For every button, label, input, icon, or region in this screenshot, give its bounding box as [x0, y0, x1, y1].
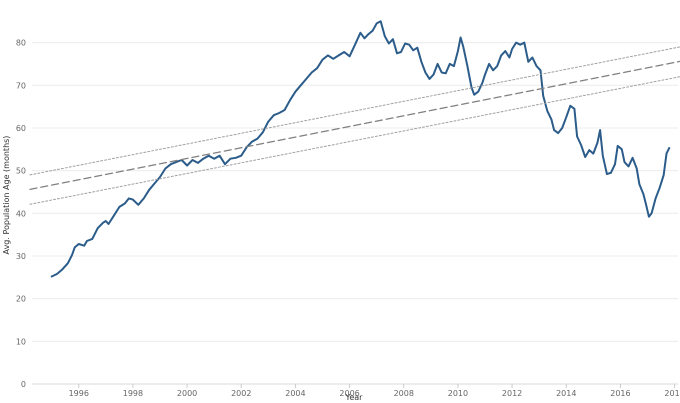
- series-group: [29, 20, 680, 278]
- data-series-line: [50, 20, 671, 278]
- x-tick-label: 2010: [448, 389, 468, 398]
- gridlines: [32, 42, 678, 385]
- confidence-band-line: [29, 76, 680, 205]
- y-tick-label: 30: [16, 252, 26, 261]
- x-axis-title: Year: [345, 393, 364, 402]
- x-tick-label: 1998: [123, 389, 143, 398]
- y-tick-label: 60: [16, 124, 26, 133]
- y-tick-label: 0: [21, 380, 26, 389]
- x-tick-label: 2016: [610, 389, 630, 398]
- x-axis-ticks: 1996 1998 2000 2002 2004 2006 2008 2010 2012 2014…: [69, 384, 680, 398]
- confidence-band-line: [29, 46, 680, 176]
- y-axis-title: Avg. Population Age (months): [2, 136, 11, 255]
- x-tick-label: 2006: [339, 389, 359, 398]
- x-tick-label: 2000: [177, 389, 197, 398]
- x-tick-label: 2012: [502, 389, 522, 398]
- trend-line: [29, 60, 680, 191]
- x-tick-label: 2018: [664, 389, 680, 398]
- x-tick-label: 2014: [556, 389, 576, 398]
- y-tick-label: 10: [16, 337, 26, 346]
- x-tick-label: 2002: [231, 389, 251, 398]
- y-tick-label: 40: [16, 209, 26, 218]
- y-tick-label: 50: [16, 167, 26, 176]
- x-tick-label: 1996: [69, 389, 89, 398]
- y-tick-label: 80: [16, 39, 26, 48]
- x-tick-label: 2008: [394, 389, 414, 398]
- y-axis-ticks: 0 10 20 30 40 50 60 70 80: [16, 39, 26, 389]
- y-tick-label: 70: [16, 81, 26, 90]
- x-tick-label: 2004: [285, 389, 305, 398]
- y-tick-label: 20: [16, 295, 26, 304]
